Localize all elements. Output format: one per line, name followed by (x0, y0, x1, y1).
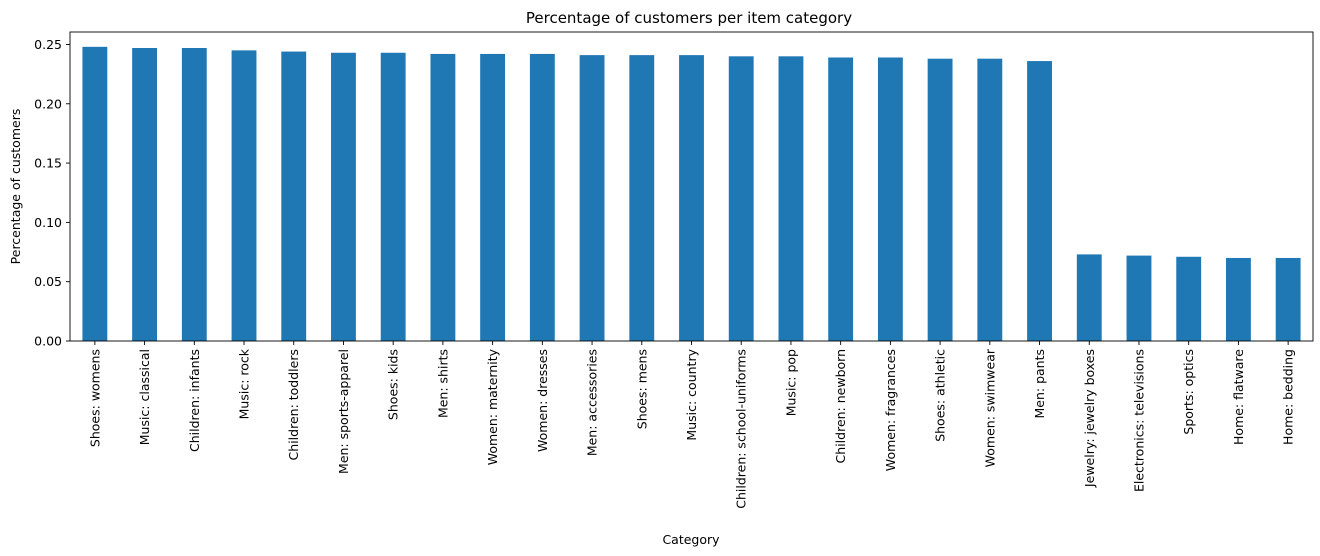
y-tick-label: 0.05 (34, 274, 62, 289)
x-tick-label: Men: accessories (585, 349, 600, 456)
bar (331, 52, 356, 341)
bar (1275, 257, 1301, 341)
bar (1176, 256, 1202, 341)
x-axis: Shoes: womens Music: classical Children: i… (87, 341, 1296, 509)
plot-frame (69, 31, 1314, 342)
x-tick-label: Home: bedding (1281, 349, 1296, 445)
bar (132, 48, 158, 341)
x-tick-label: Home: flatware (1231, 349, 1246, 445)
x-tick-label: Jewelry: jewelry boxes (1082, 349, 1097, 488)
chart-title: Percentage of customers per item categor… (526, 9, 852, 27)
bar (1126, 255, 1152, 341)
y-tick-label: 0.15 (34, 156, 62, 171)
x-tick-label: Children: infants (187, 349, 202, 452)
bars-group (82, 46, 1301, 342)
x-tick-label: Shoes: kids (386, 349, 401, 420)
bar (828, 57, 854, 341)
bar (927, 58, 953, 341)
bar (529, 53, 555, 341)
bar (480, 53, 506, 341)
x-tick-label: Music: rock (237, 348, 252, 419)
bar (579, 55, 605, 341)
x-tick-label: Shoes: mens (634, 349, 649, 429)
bar (82, 46, 108, 341)
bar (977, 58, 1003, 341)
x-tick-label: Music: pop (783, 349, 798, 416)
bar (380, 52, 406, 341)
x-tick-label: Women: maternity (485, 348, 500, 465)
x-tick-label: Women: fragrances (883, 349, 898, 471)
x-tick-label: Shoes: womens (87, 349, 102, 447)
x-tick-label: Women: dresses (535, 349, 550, 452)
x-tick-label: Music: country (684, 348, 699, 440)
bar (877, 57, 903, 341)
x-tick-label: Men: shirts (435, 349, 450, 418)
y-axis: 0.00 0.05 0.10 0.15 0.20 0.25 (34, 37, 70, 349)
bar (728, 56, 754, 341)
bar (778, 56, 804, 341)
y-tick-label: 0.00 (34, 334, 62, 349)
x-axis-title: Category (662, 532, 720, 547)
y-tick-label: 0.20 (34, 96, 62, 111)
x-tick-label: Children: newborn (833, 349, 848, 463)
bar (181, 48, 207, 341)
x-tick-label: Children: school-uniforms (734, 349, 749, 509)
bar (1225, 257, 1251, 341)
y-tick-label: 0.10 (34, 215, 62, 230)
x-tick-label: Men: sports-apparel (336, 349, 351, 474)
y-tick-label: 0.25 (34, 37, 62, 52)
x-tick-label: Music: classical (137, 349, 152, 445)
bar (1076, 254, 1102, 341)
x-tick-label: Electronics: televisions (1131, 349, 1146, 492)
bar (430, 53, 456, 341)
bar (281, 51, 307, 341)
bar (1027, 61, 1052, 342)
bar (679, 55, 704, 341)
x-tick-label: Men: pants (1032, 349, 1047, 419)
x-tick-label: Children: toddlers (286, 349, 301, 460)
x-tick-label: Sports: optics (1181, 349, 1196, 435)
y-axis-title: Percentage of customers (8, 109, 23, 265)
x-tick-label: Shoes: athletic (933, 349, 948, 442)
bar (629, 55, 655, 341)
x-tick-label: Women: swimwear (982, 348, 997, 467)
bar (231, 50, 257, 341)
